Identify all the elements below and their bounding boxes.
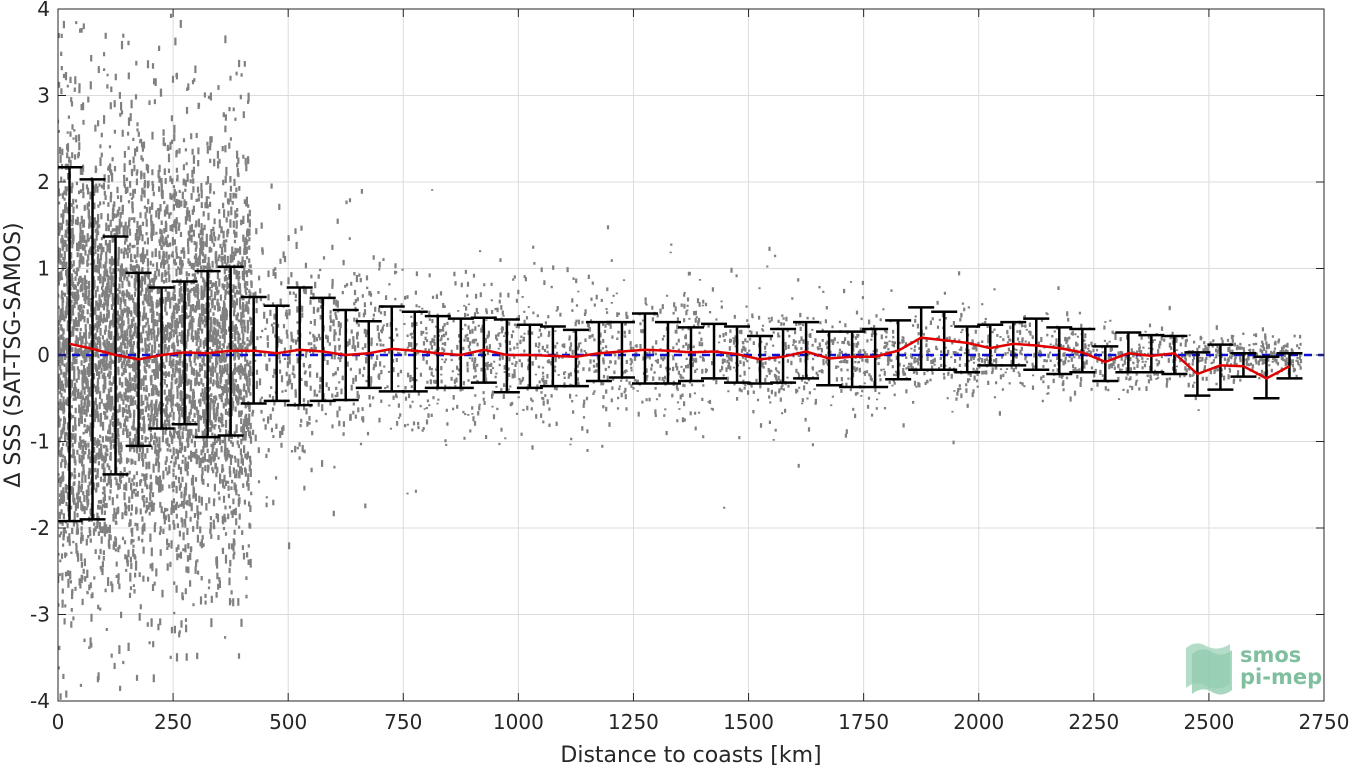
error-bar bbox=[355, 320, 382, 390]
x-tick-label: 1750 bbox=[838, 710, 889, 734]
x-tick-label: 500 bbox=[269, 710, 307, 734]
x-tick-label: 0 bbox=[52, 710, 65, 734]
x-tick-label: 250 bbox=[154, 710, 192, 734]
error-bar bbox=[1092, 345, 1119, 383]
y-tick-label: 0 bbox=[37, 343, 50, 367]
x-tick-label: 750 bbox=[384, 710, 422, 734]
error-bar bbox=[1069, 327, 1096, 374]
y-tick-label: 2 bbox=[37, 170, 50, 194]
error-bar bbox=[977, 323, 1004, 367]
x-tick-label: 1250 bbox=[608, 710, 659, 734]
y-axis-title: Δ SSS (SAT-TSG-SAMOS) bbox=[1, 222, 26, 487]
error-bar bbox=[562, 328, 589, 388]
error-bar bbox=[1161, 334, 1188, 376]
y-tick-label: 3 bbox=[37, 84, 50, 108]
error-bar bbox=[585, 320, 612, 383]
mean-line bbox=[69, 336, 1291, 380]
error-bar bbox=[631, 312, 658, 385]
error-bar bbox=[1046, 326, 1073, 376]
x-tick-label: 2750 bbox=[1299, 710, 1350, 734]
error-bar bbox=[954, 325, 981, 374]
x-tick-label: 2250 bbox=[1068, 710, 1119, 734]
x-tick-labels: 0 250 500 750 1000 1250 1500 1750 2000 2250 2500 27… bbox=[52, 710, 1350, 734]
error-bar bbox=[424, 314, 451, 390]
error-bar bbox=[516, 323, 543, 390]
y-tick-label: 1 bbox=[37, 257, 50, 281]
y-tick-label: -2 bbox=[30, 516, 50, 540]
error-bar bbox=[608, 320, 635, 379]
error-bar bbox=[447, 317, 474, 390]
smos-pi-mep-logo: smos pi-mep bbox=[1186, 643, 1322, 695]
error-bar bbox=[1023, 317, 1050, 371]
mean-series-line bbox=[69, 336, 1291, 380]
axis-ticks bbox=[57, 8, 1325, 702]
y-tick-label: -4 bbox=[30, 689, 50, 713]
error-bar bbox=[286, 286, 313, 407]
x-tick-label: 2000 bbox=[953, 710, 1004, 734]
error-bar bbox=[1230, 352, 1257, 378]
wave-icon bbox=[1186, 643, 1232, 695]
x-axis-title: Distance to coasts [km] bbox=[560, 743, 821, 768]
logo-line-2: pi-mep bbox=[1240, 665, 1322, 689]
error-bar bbox=[654, 320, 681, 385]
logo-line-1: smos bbox=[1240, 643, 1301, 667]
y-tick-label: -1 bbox=[30, 430, 50, 454]
x-tick-label: 1500 bbox=[723, 710, 774, 734]
y-tick-label: -3 bbox=[30, 603, 50, 627]
x-tick-label: 2500 bbox=[1183, 710, 1234, 734]
y-tick-label: 4 bbox=[37, 0, 50, 21]
x-tick-label: 1000 bbox=[493, 710, 544, 734]
error-bar bbox=[839, 330, 866, 389]
error-bar bbox=[1138, 333, 1165, 374]
error-bar bbox=[1276, 352, 1303, 380]
error-bar bbox=[862, 327, 889, 389]
error-bar bbox=[309, 296, 336, 403]
error-bar bbox=[1207, 343, 1234, 391]
y-tick-labels: -4 -3 -2 -1 0 1 2 3 4 bbox=[30, 0, 50, 713]
error-bar bbox=[678, 326, 704, 383]
error-bar bbox=[148, 286, 175, 430]
